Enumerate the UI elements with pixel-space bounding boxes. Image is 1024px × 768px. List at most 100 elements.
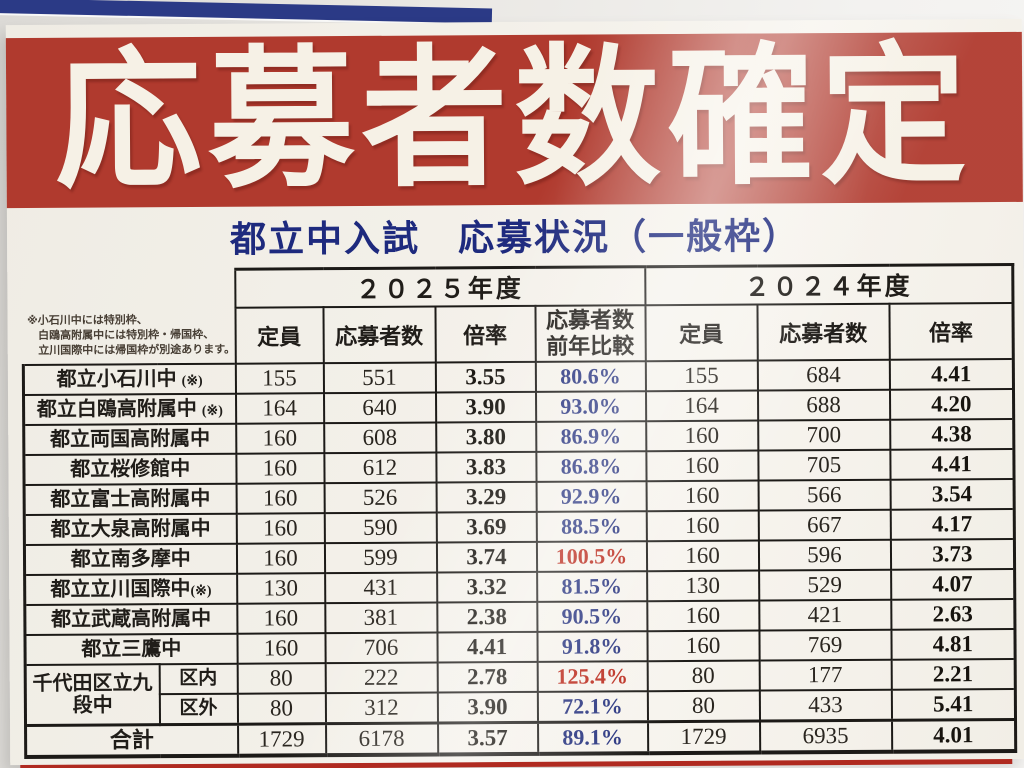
applicants-2025-cell: 312 <box>325 692 438 724</box>
ratio-2024-cell: 4.20 <box>889 388 1014 420</box>
capacity-2025-cell: 160 <box>236 633 326 664</box>
ratio-2024-cell: 5.41 <box>891 688 1016 721</box>
banner-title: 応募者数確定 <box>54 32 974 208</box>
school-name: 都立武蔵高附属中 <box>51 607 212 631</box>
capacity-2024-cell: 80 <box>647 690 760 722</box>
school-name-cell: 都立武蔵高附属中 <box>24 603 237 636</box>
ratio-2024-cell: 4.81 <box>890 628 1016 660</box>
yoy-cell: 80.6% <box>535 361 646 392</box>
applicants-2024-cell: 433 <box>759 689 892 722</box>
district-cell: 区外 <box>159 693 238 725</box>
applicants-2025-cell: 640 <box>323 392 436 424</box>
capacity-2025-cell: 130 <box>236 573 325 604</box>
col-ratio-2024: 倍率 <box>888 302 1014 360</box>
yoy-cell: 86.8% <box>535 451 647 482</box>
school-name: 都立立川国際中 <box>50 577 191 601</box>
applicants-2024-cell: 6935 <box>759 720 892 753</box>
school-name-cell: 都立大泉高附属中 <box>24 513 237 546</box>
capacity-2024-cell: 80 <box>647 660 760 692</box>
table-head: ※小石川中には特別枠、 白鴎高附属中には特別枠・帰国枠、 立川国際中には帰国枠が… <box>23 264 1014 365</box>
col-yoy-2025: 応募者数 前年比較 <box>534 305 646 362</box>
ratio-2025-cell: 2.78 <box>437 661 538 693</box>
school-name: 都立三鷹中 <box>81 638 182 661</box>
footnote-line: ※小石川中には特別枠、 <box>27 314 148 328</box>
capacity-2024-cell: 155 <box>645 360 758 392</box>
capacity-2024-cell: 160 <box>645 450 759 482</box>
capacity-2025-cell: 80 <box>237 663 326 694</box>
ratio-2025-cell: 3.90 <box>435 391 536 423</box>
applicants-2024-cell: 700 <box>757 419 890 451</box>
table-wrap: ※小石川中には特別枠、 白鴎高附属中には特別枠・帰国枠、 立川国際中には帰国枠が… <box>7 263 1024 759</box>
capacity-2024-cell: 160 <box>646 630 760 662</box>
district-cell: 区内 <box>159 663 238 695</box>
applicants-2024-cell: 769 <box>758 629 892 661</box>
yoy-cell: 92.9% <box>536 481 647 512</box>
year-2025-header: ２０２５年度 <box>234 266 645 308</box>
yoy-cell: 81.5% <box>536 571 647 602</box>
capacity-2025-cell: 160 <box>236 483 325 514</box>
applicants-2024-cell: 667 <box>758 509 891 541</box>
capacity-2025-cell: 80 <box>237 693 326 725</box>
applicants-2025-cell: 6178 <box>325 722 438 756</box>
ratio-2025-cell: 3.69 <box>436 511 537 543</box>
total-row: 合計 1729 6178 3.57 89.1% 1729 6935 4.01 <box>25 719 1016 758</box>
school-name: 都立大泉高附属中 <box>50 517 211 541</box>
school-name: 都立両国高附属中 <box>49 427 211 451</box>
ratio-2025-cell: 3.55 <box>435 361 536 393</box>
col-applicants-2025: 応募者数 <box>322 306 436 364</box>
capacity-2024-cell: 160 <box>646 540 759 572</box>
capacity-2024-cell: 1729 <box>647 721 760 754</box>
applicants-2024-cell: 421 <box>758 599 891 631</box>
ratio-2024-cell: 4.41 <box>889 448 1015 480</box>
capacity-2025-cell: 160 <box>236 513 325 544</box>
school-name-cell: 都立立川国際中(※) <box>24 573 237 606</box>
school-name-cell: 都立三鷹中 <box>24 633 238 666</box>
capacity-2024-cell: 160 <box>645 420 758 452</box>
yoy-cell: 93.0% <box>535 391 646 422</box>
capacity-2025-cell: 1729 <box>237 723 326 756</box>
footnote-line: 白鴎高附属中には特別枠・帰国枠、 <box>38 329 215 343</box>
applicants-2025-cell: 222 <box>325 662 438 694</box>
ratio-2025-cell: 3.80 <box>435 421 536 453</box>
capacity-2024-cell: 160 <box>646 600 759 632</box>
applicants-2024-cell: 688 <box>757 389 890 421</box>
col-capacity-2024: 定員 <box>644 304 758 362</box>
capacity-2025-cell: 160 <box>236 543 325 574</box>
capacity-2025-cell: 160 <box>235 423 324 454</box>
school-name-cell: 都立白鴎高附属中 (※) <box>23 393 236 426</box>
ratio-2025-cell: 3.83 <box>435 451 537 483</box>
capacity-2025-cell: 155 <box>235 363 324 394</box>
ratio-2024-cell: 4.17 <box>890 508 1015 540</box>
yoy-cell: 88.5% <box>536 511 647 542</box>
col-yoy-line2: 前年比較 <box>546 333 635 359</box>
footnote-mark: (※) <box>201 403 223 419</box>
poster: 応募者数確定 都立中入試 応募状況（一般枠） ※小石川中には特別枠、 白鴎高附属… <box>5 18 1024 768</box>
applicants-2025-cell: 608 <box>323 422 436 454</box>
applicants-2024-cell: 177 <box>759 659 892 691</box>
ratio-2025-cell: 3.32 <box>436 571 537 603</box>
ratio-2024-cell: 4.07 <box>890 568 1015 600</box>
school-name: 都立富士高附属中 <box>50 487 211 511</box>
school-name: 都立白鴎高附属中 <box>36 397 197 421</box>
capacity-2024-cell: 160 <box>646 510 759 542</box>
applicants-2025-cell: 551 <box>323 362 436 394</box>
banner: 応募者数確定 <box>5 31 1023 209</box>
yoy-cell: 125.4% <box>537 661 648 692</box>
capacity-2024-cell: 164 <box>645 390 758 422</box>
applicants-2024-cell: 529 <box>758 569 891 601</box>
applicants-2024-cell: 705 <box>757 449 891 481</box>
ratio-2025-cell: 4.41 <box>436 631 538 663</box>
footnote-mark: (※) <box>181 373 203 390</box>
footnote-mark: (※) <box>190 583 212 599</box>
school-name-cell: 都立小石川中 (※) <box>23 363 236 396</box>
red-line <box>20 758 1013 768</box>
ratio-2024-cell: 3.73 <box>890 538 1015 570</box>
col-applicants-2024: 応募者数 <box>756 303 890 361</box>
ratio-2024-cell: 4.38 <box>889 418 1014 450</box>
applicants-2025-cell: 526 <box>324 482 437 514</box>
ratio-2025-cell: 2.38 <box>436 601 537 633</box>
bottom-rule <box>20 758 1013 768</box>
ratio-2025-cell: 3.57 <box>437 722 538 755</box>
yoy-cell: 100.5% <box>536 541 647 572</box>
